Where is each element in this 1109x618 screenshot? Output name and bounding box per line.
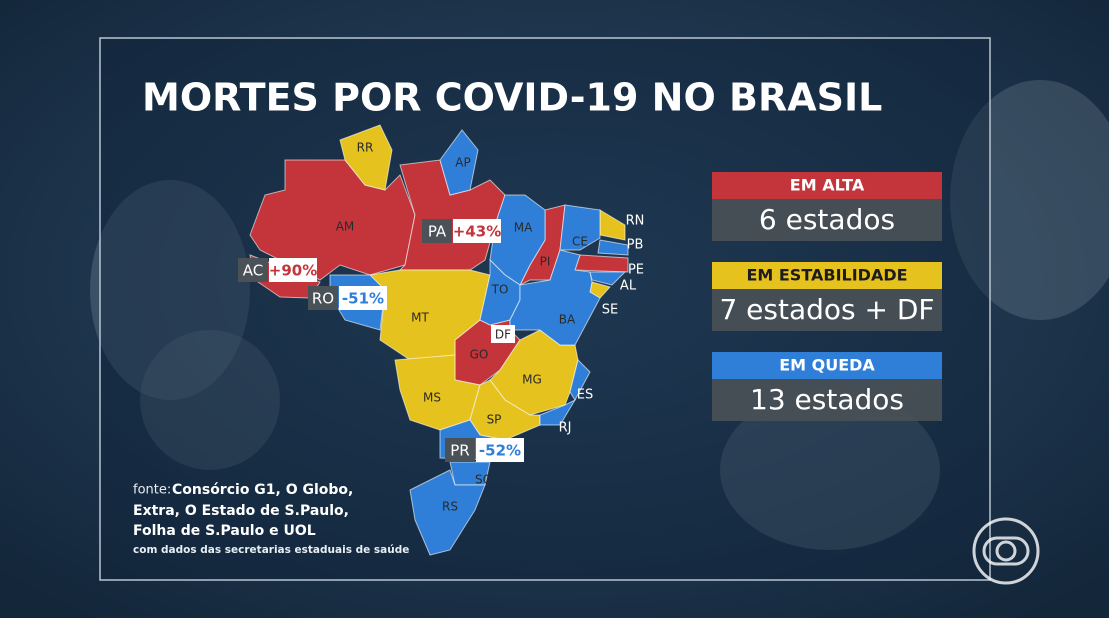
virus-blur xyxy=(90,180,250,400)
state-label: PE xyxy=(628,263,644,278)
state xyxy=(339,124,393,191)
state-label: SP xyxy=(487,413,502,427)
state-labels: AM PA +43% AC +90% PI GO PE RR MT MS MG SP RN SE DF AP MA… xyxy=(238,141,644,514)
state-label: TO xyxy=(491,283,509,297)
state-label: RO xyxy=(312,290,334,308)
legend-header xyxy=(712,172,942,199)
source-line: Consórcio G1, O Globo, xyxy=(172,482,353,498)
state-label: DF xyxy=(495,328,511,342)
state-label: RN xyxy=(626,214,645,229)
state xyxy=(589,271,627,286)
legend-count: 13 estados xyxy=(750,383,904,416)
state xyxy=(409,469,486,556)
state xyxy=(439,129,479,196)
virus-blur xyxy=(720,390,940,550)
change-label: -52% xyxy=(479,442,521,460)
state xyxy=(539,398,577,426)
state xyxy=(509,249,601,346)
state-label: MA xyxy=(514,221,533,235)
legend-body xyxy=(712,379,942,421)
state-label: SE xyxy=(602,303,618,318)
change-label: -51% xyxy=(342,290,384,308)
change-box xyxy=(453,219,501,243)
source-label: fonte: xyxy=(133,483,171,498)
virus-blur xyxy=(140,330,280,470)
state xyxy=(559,204,601,251)
change-box xyxy=(269,258,317,282)
state-label: AL xyxy=(620,279,637,294)
state-label: GO xyxy=(470,348,489,362)
change-box xyxy=(476,438,524,462)
state-label: PA xyxy=(428,223,447,241)
state-label: PB xyxy=(627,238,644,253)
legend-label: EM ESTABILIDADE xyxy=(746,266,907,285)
source-line: Folha de S.Paulo e UOL xyxy=(133,523,316,539)
state-label: MS xyxy=(423,391,441,405)
state-label-box xyxy=(422,219,452,243)
state-label: BA xyxy=(559,313,576,327)
state-label-box xyxy=(308,286,338,310)
legend-body xyxy=(712,289,942,331)
state-label: PR xyxy=(450,442,469,460)
state-label: AM xyxy=(336,220,355,234)
state-label: CE xyxy=(572,235,588,249)
legend-header xyxy=(712,262,942,289)
legend-label: EM QUEDA xyxy=(779,356,875,375)
state-label: RS xyxy=(442,500,458,514)
state xyxy=(597,239,629,256)
state-label: MG xyxy=(522,373,542,387)
source-note: com dados das secretarias estaduais de s… xyxy=(133,544,409,556)
state-label: AP xyxy=(455,156,470,170)
state-label: RR xyxy=(357,141,374,155)
state-label: SC xyxy=(475,473,491,487)
state-label: MT xyxy=(411,311,429,325)
state-label: ES xyxy=(577,388,593,403)
state-label-box xyxy=(491,325,515,343)
change-label: +43% xyxy=(453,223,501,241)
change-label: +90% xyxy=(269,262,317,280)
legend-label: EM ALTA xyxy=(790,176,865,195)
state-label-box xyxy=(445,438,475,462)
title: MORTES POR COVID-19 NO BRASIL xyxy=(142,76,882,120)
legend-header xyxy=(712,352,942,379)
state-label-box xyxy=(238,258,268,282)
legend: EM ALTA 6 estados EM ESTABILIDADE 7 estados… xyxy=(712,172,942,421)
source-line: Extra, O Estado de S.Paulo, xyxy=(133,503,349,519)
state-label: PI xyxy=(540,255,551,269)
legend-count: 7 estados + DF xyxy=(719,293,934,326)
state xyxy=(368,269,491,361)
legend-body xyxy=(712,199,942,241)
legend-count: 6 estados xyxy=(759,203,895,236)
change-box xyxy=(339,286,387,310)
state xyxy=(574,254,629,273)
state-label: AC xyxy=(243,262,263,280)
state-label: RJ xyxy=(559,421,572,436)
channel-logo xyxy=(972,517,1040,585)
